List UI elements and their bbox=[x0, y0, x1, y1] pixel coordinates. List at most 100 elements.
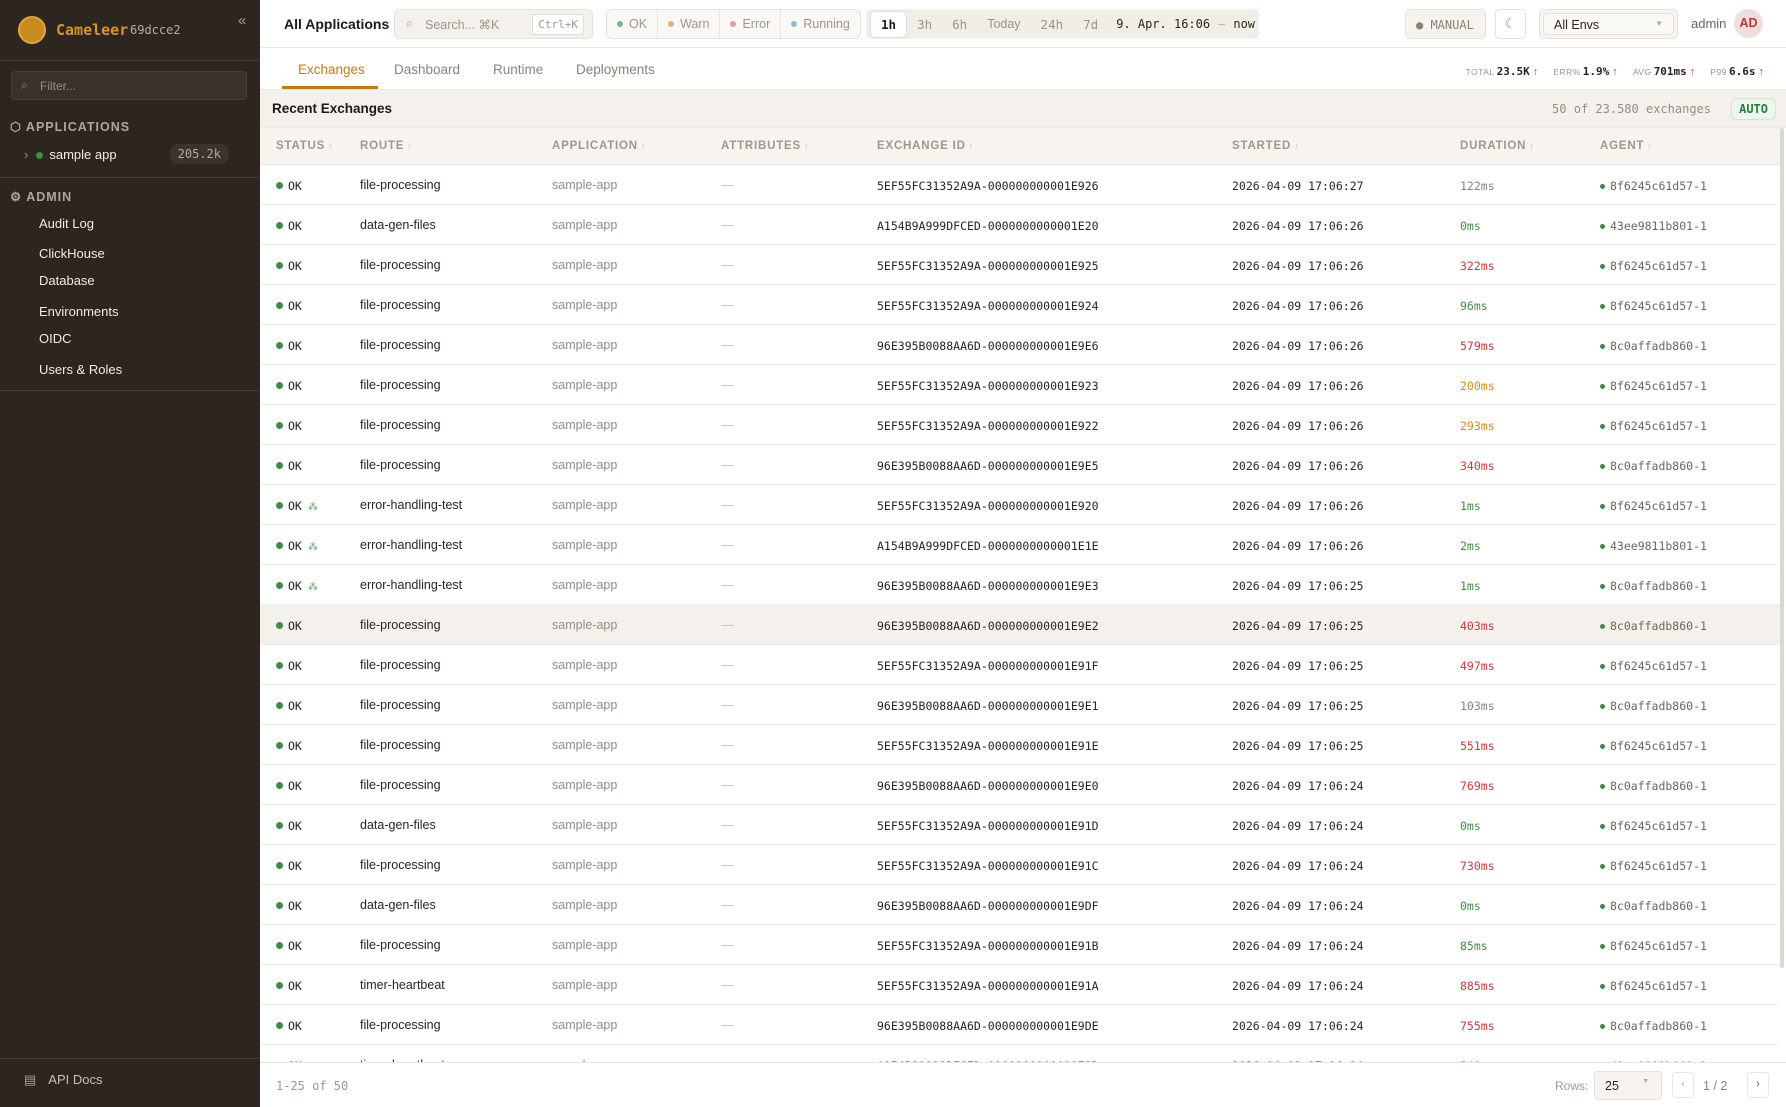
sidebar-item-audit-log[interactable]: Audit Log bbox=[39, 216, 94, 231]
exchange-id-cell[interactable]: 96E395B0088AA6D-000000000001E9E6 bbox=[877, 339, 1099, 353]
table-scrollbar[interactable] bbox=[1780, 128, 1784, 968]
exchange-id-cell[interactable]: 96E395B0088AA6D-000000000001E9E5 bbox=[877, 459, 1099, 473]
application-cell: sample-app bbox=[552, 978, 618, 992]
column-header-attributes[interactable]: ATTRIBUTES ↕ bbox=[721, 140, 810, 152]
column-header-exchange-id[interactable]: EXCHANGE ID ↕ bbox=[877, 140, 974, 152]
environment-select[interactable]: All Envs ▼ bbox=[1539, 9, 1678, 39]
table-row[interactable]: OK file-processing sample-app — 5EF55FC31352… bbox=[260, 365, 1780, 405]
sidebar-item-users-roles[interactable]: Users & Roles bbox=[39, 362, 123, 377]
exchange-id-cell[interactable]: 5EF55FC31352A9A-000000000001E922 bbox=[877, 419, 1099, 433]
table-row[interactable]: OK file-processing sample-app — 5EF55FC31352… bbox=[260, 925, 1780, 965]
time-1h[interactable]: 1h bbox=[870, 10, 908, 38]
table-row[interactable]: OK file-processing sample-app — 5EF55FC31352… bbox=[260, 405, 1780, 445]
exchange-id-cell[interactable]: 5EF55FC31352A9A-000000000001E91C bbox=[877, 859, 1099, 873]
theme-toggle-moon-icon[interactable]: ☾ bbox=[1495, 9, 1526, 39]
table-row[interactable]: OK data-gen-files sample-app — 5EF55FC31352A… bbox=[260, 805, 1780, 845]
exchange-id-cell[interactable]: 5EF55FC31352A9A-000000000001E91D bbox=[877, 819, 1099, 833]
search-input[interactable]: ⌕ Search... ⌘K Ctrl+K bbox=[394, 9, 593, 39]
collapse-sidebar-icon[interactable]: « bbox=[238, 12, 247, 29]
column-header-application[interactable]: APPLICATION ↕ bbox=[552, 140, 647, 152]
column-header-duration[interactable]: DURATION ↕ bbox=[1460, 140, 1535, 152]
sidebar-item-environments[interactable]: Environments bbox=[39, 304, 119, 319]
time-6h[interactable]: 6h bbox=[952, 16, 968, 32]
sort-icon[interactable]: ↕ bbox=[407, 141, 413, 151]
avatar[interactable]: AD bbox=[1734, 9, 1763, 38]
tab-dashboard[interactable]: Dashboard bbox=[394, 62, 461, 77]
time-today[interactable]: Today bbox=[987, 17, 1021, 31]
sort-icon[interactable]: ↕ bbox=[803, 141, 810, 151]
prev-page-button[interactable]: ‹ bbox=[1672, 1072, 1694, 1098]
table-row[interactable]: OK file-processing sample-app — 96E395B0088A… bbox=[260, 1005, 1780, 1045]
sort-icon[interactable]: ↕ bbox=[328, 141, 334, 151]
exchange-id-cell[interactable]: 96E395B0088AA6D-000000000001E9E0 bbox=[877, 779, 1099, 793]
sort-icon[interactable]: ↕ bbox=[640, 141, 647, 151]
filter-error[interactable]: Error bbox=[720, 10, 782, 38]
table-row[interactable]: OK file-processing sample-app — 5EF55FC31352… bbox=[260, 165, 1780, 205]
table-row[interactable]: OK file-processing sample-app — 5EF55FC31352… bbox=[260, 245, 1780, 285]
filter-running[interactable]: Running bbox=[781, 10, 860, 38]
tab-exchanges[interactable]: Exchanges bbox=[298, 62, 365, 77]
exchange-id-cell[interactable]: 5EF55FC31352A9A-000000000001E920 bbox=[877, 499, 1099, 513]
next-page-button[interactable]: › bbox=[1747, 1072, 1769, 1098]
tab-runtime[interactable]: Runtime bbox=[493, 62, 544, 77]
exchange-id-cell[interactable]: 96E395B0088AA6D-000000000001E9DF bbox=[877, 899, 1099, 913]
rows-per-page-select[interactable]: 25 ▼ bbox=[1594, 1071, 1662, 1100]
table-row[interactable]: OK file-processing sample-app — 5EF55FC31352… bbox=[260, 725, 1780, 765]
exchange-id-cell[interactable]: A154B9A999DFCED-0000000000001E1E bbox=[877, 539, 1099, 553]
username[interactable]: admin bbox=[1691, 16, 1727, 31]
exchange-id-cell[interactable]: 5EF55FC31352A9A-000000000001E91B bbox=[877, 939, 1099, 953]
table-row[interactable]: OK file-processing sample-app — 96E395B0088A… bbox=[260, 765, 1780, 805]
table-row[interactable]: OK file-processing sample-app — 96E395B0088A… bbox=[260, 325, 1780, 365]
table-row[interactable]: OK timer-heartbeat sample-app — A154B9A999DF… bbox=[260, 1045, 1780, 1062]
sort-icon[interactable]: ↕ bbox=[968, 141, 974, 151]
table-row[interactable]: OK timer-heartbeat sample-app — 5EF55FC31352… bbox=[260, 965, 1780, 1005]
table-row[interactable]: OK ⁂ error-handling-test sample-app — 5EF55FC… bbox=[260, 485, 1780, 525]
exchange-id-cell[interactable]: A154B9A999DFCED-0000000000001E20 bbox=[877, 219, 1099, 233]
table-row[interactable]: OK file-processing sample-app — 5EF55FC31352… bbox=[260, 645, 1780, 685]
table-row[interactable]: OK file-processing sample-app — 96E395B0088A… bbox=[260, 685, 1780, 725]
exchange-id-cell[interactable]: 5EF55FC31352A9A-000000000001E91A bbox=[877, 979, 1099, 993]
filter-warn[interactable]: Warn bbox=[658, 10, 721, 38]
exchange-id-cell[interactable]: 5EF55FC31352A9A-000000000001E925 bbox=[877, 259, 1099, 273]
exchange-id-cell[interactable]: 5EF55FC31352A9A-000000000001E926 bbox=[877, 179, 1099, 193]
table-row[interactable]: OK file-processing sample-app — 96E395B0088A… bbox=[260, 605, 1780, 645]
exchange-id-cell[interactable]: 96E395B0088AA6D-000000000001E9E3 bbox=[877, 579, 1099, 593]
exchange-id-cell[interactable]: A154B9A999DFCED-0000000000001E1D bbox=[877, 1059, 1099, 1062]
chevron-right-icon[interactable]: › bbox=[24, 147, 29, 162]
column-header-started[interactable]: STARTED ↕ bbox=[1232, 140, 1300, 152]
table-row[interactable]: OK ⁂ error-handling-test sample-app — 96E395B… bbox=[260, 565, 1780, 605]
sidebar-item-database[interactable]: Database bbox=[39, 273, 95, 288]
tab-deployments[interactable]: Deployments bbox=[576, 62, 655, 77]
table-row[interactable]: OK file-processing sample-app — 5EF55FC31352… bbox=[260, 845, 1780, 885]
sort-icon[interactable]: ↕ bbox=[1647, 141, 1653, 151]
column-header-status[interactable]: STATUS ↕ bbox=[276, 140, 334, 152]
auto-badge[interactable]: AUTO bbox=[1731, 98, 1776, 120]
refresh-mode-button[interactable]: ● MANUAL bbox=[1405, 9, 1486, 39]
column-header-route[interactable]: ROUTE ↕ bbox=[360, 140, 413, 152]
sidebar-filter-input[interactable]: ⌕ Filter... bbox=[11, 71, 247, 100]
exchange-id-cell[interactable]: 96E395B0088AA6D-000000000001E9E1 bbox=[877, 699, 1099, 713]
sidebar-item-api-docs[interactable]: ▤ API Docs bbox=[24, 1072, 103, 1087]
exchange-id-cell[interactable]: 96E395B0088AA6D-000000000001E9DE bbox=[877, 1019, 1099, 1033]
exchange-id-cell[interactable]: 5EF55FC31352A9A-000000000001E924 bbox=[877, 299, 1099, 313]
column-header-agent[interactable]: AGENT ↕ bbox=[1600, 140, 1653, 152]
exchange-id-cell[interactable]: 96E395B0088AA6D-000000000001E9E2 bbox=[877, 619, 1099, 633]
time-24h[interactable]: 24h bbox=[1040, 16, 1064, 32]
exchange-id-cell[interactable]: 5EF55FC31352A9A-000000000001E91E bbox=[877, 739, 1099, 753]
time-3h[interactable]: 3h bbox=[917, 16, 933, 32]
table-row[interactable]: OK file-processing sample-app — 5EF55FC31352… bbox=[260, 285, 1780, 325]
table-row[interactable]: OK data-gen-files sample-app — A154B9A999DFC… bbox=[260, 205, 1780, 245]
table-row[interactable]: OK data-gen-files sample-app — 96E395B0088AA… bbox=[260, 885, 1780, 925]
sidebar-app-sample-app[interactable]: › sample app 205.2k bbox=[24, 144, 234, 167]
exchange-id-cell[interactable]: 5EF55FC31352A9A-000000000001E91F bbox=[877, 659, 1099, 673]
time-7d[interactable]: 7d bbox=[1083, 16, 1099, 32]
sort-icon[interactable]: ↕ bbox=[1294, 141, 1300, 151]
exchange-id-cell[interactable]: 5EF55FC31352A9A-000000000001E923 bbox=[877, 379, 1099, 393]
table-row[interactable]: OK ⁂ error-handling-test sample-app — A154B9A… bbox=[260, 525, 1780, 565]
sidebar-item-clickhouse[interactable]: ClickHouse bbox=[39, 246, 105, 261]
table-row[interactable]: OK file-processing sample-app — 96E395B0088A… bbox=[260, 445, 1780, 485]
custom-range[interactable]: 9. Apr. 16:06– now bbox=[1116, 17, 1256, 31]
sort-icon[interactable]: ↕ bbox=[1529, 141, 1535, 151]
sidebar-item-oidc[interactable]: OIDC bbox=[39, 331, 72, 346]
filter-ok[interactable]: OK bbox=[607, 10, 659, 38]
